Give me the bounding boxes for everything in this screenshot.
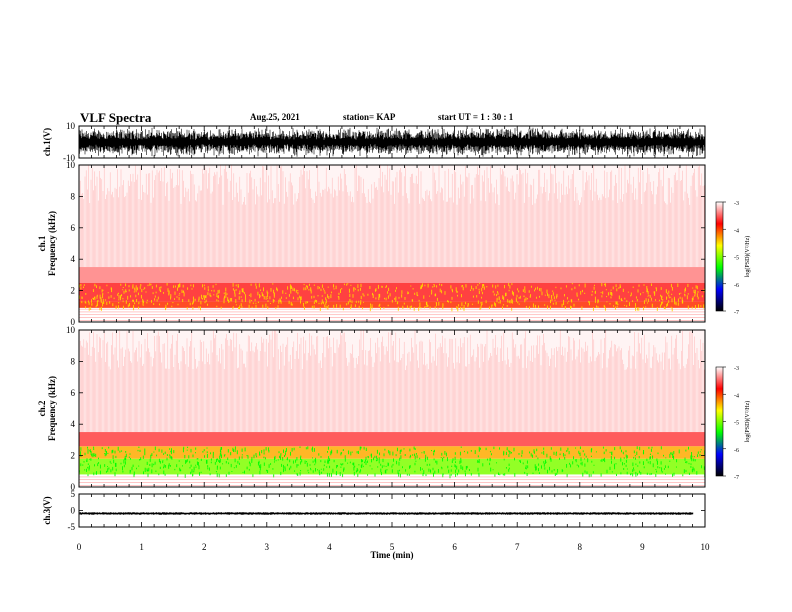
- ch3-waveform-ytick-label: 5: [71, 489, 76, 499]
- ch1-spectrogram-ytick-label: 4: [71, 254, 76, 264]
- x-tick-label: 2: [202, 542, 207, 552]
- start-time-label: start UT = 1 : 30 : 1: [438, 112, 514, 122]
- ch1-waveform-ytick-label: -10: [63, 153, 75, 163]
- ch1-spectrogram-ylabel: Frequency (kHz): [47, 211, 57, 276]
- ch2-spectrogram-ytick-label: 0: [71, 482, 76, 492]
- ch3-waveform-ylabel: ch.3(V): [42, 496, 52, 524]
- ch2-spectrogram-ytick-label: 2: [71, 451, 76, 461]
- colorbar-ch1-tick: -7: [734, 310, 739, 316]
- ch2-spectrogram-speckle: [78, 446, 706, 479]
- x-tick-label: 7: [515, 542, 520, 552]
- ch2-spectrogram-ytick-label: 6: [71, 388, 76, 398]
- colorbar-ch1-tick: -3: [734, 201, 739, 207]
- x-tick-label: 9: [640, 542, 645, 552]
- ch2-spectrogram-ytick-label: 8: [71, 356, 76, 366]
- colorbar-ch1-tick: -6: [734, 283, 739, 289]
- colorbar-ch1-tick: -5: [734, 256, 739, 262]
- ch1-waveform-ylabel: ch.1(V): [42, 128, 52, 156]
- ch1-spectrogram-heatmap: [78, 165, 705, 322]
- colorbar-ch2-tick: -5: [734, 421, 739, 427]
- x-tick-label: 4: [327, 542, 332, 552]
- ch3-waveform-ytick-label: -5: [68, 522, 76, 532]
- ch2-spectrogram-ytick-label: 10: [66, 325, 76, 335]
- x-tick-label: 1: [139, 542, 144, 552]
- ch1-spectrogram-ytick-label: 6: [71, 223, 76, 233]
- colorbar-ch1-tick: -4: [734, 228, 739, 234]
- date-label: Aug.25, 2021: [250, 112, 300, 122]
- x-tick-label: 0: [77, 542, 82, 552]
- x-tick-label: 8: [578, 542, 583, 552]
- ch1-waveform-ytick-label: 10: [66, 121, 76, 131]
- colorbar-ch2-tick: -3: [734, 366, 739, 372]
- chart-title: VLF Spectra: [80, 110, 152, 125]
- x-tick-label: 6: [452, 542, 457, 552]
- ch2-spectrogram-ylabel: Frequency (kHz): [47, 376, 57, 441]
- x-tick-label: 5: [390, 542, 395, 552]
- ch2-spectrogram-ylabel: ch.2: [37, 400, 47, 416]
- ch2-spectrogram-band: [79, 330, 705, 433]
- ch3-waveform-ytick-label: 0: [71, 506, 76, 516]
- ch2-spectrogram-ytick-label: 4: [71, 419, 76, 429]
- colorbar-ch2: -3 -4 -5 -6 -7 log(PSD)(V²/Hz): [715, 366, 751, 481]
- ch2-spectrogram-band: [79, 432, 705, 447]
- colorbar-ch2-tick: -4: [734, 393, 739, 399]
- x-tick-label: 3: [265, 542, 270, 552]
- ch1-spectrogram-band: [79, 165, 705, 268]
- ch1-spectrogram-ytick-label: 0: [71, 317, 76, 327]
- ch2-spectrogram-heatmap: [78, 330, 706, 487]
- ch1-spectrogram-band: [79, 301, 705, 308]
- ch1-spectrogram-ytick-label: 10: [66, 160, 76, 170]
- colorbar-ch2-tick: -6: [734, 448, 739, 454]
- ch1-spectrogram-ytick-label: 2: [71, 286, 76, 296]
- colorbar-ch1-label: log(PSD)(V²/Hz): [744, 236, 751, 277]
- ch1-spectrogram-ytick-label: 8: [71, 191, 76, 201]
- colorbar-ch1: -3 -4 -5 -6 -7 log(PSD)(V²/Hz): [715, 201, 751, 316]
- ch1-spectrogram-ylabel: ch.1: [37, 235, 47, 251]
- colorbar-ch2-tick: -7: [734, 475, 739, 481]
- ch1-waveform-trace: [78, 127, 706, 157]
- x-axis-label: Time (min): [370, 550, 413, 560]
- x-tick-label: 10: [701, 542, 711, 552]
- ch3-waveform-trace: [79, 512, 694, 515]
- station-label: station= KAP: [343, 112, 396, 122]
- ch1-spectrogram-band: [79, 267, 705, 283]
- colorbar-ch2-label: log(PSD)(V²/Hz): [744, 401, 751, 442]
